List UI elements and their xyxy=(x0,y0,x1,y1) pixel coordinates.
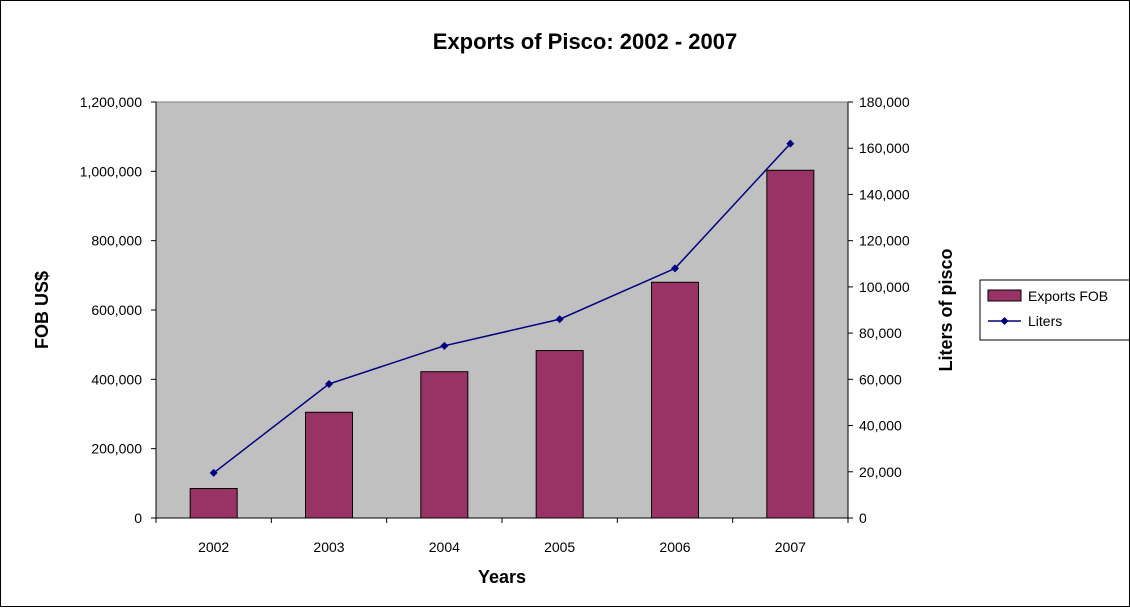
y2-tick-label: 140,000 xyxy=(859,186,910,202)
bar-exports-fob-2004 xyxy=(420,371,469,519)
plot-area xyxy=(155,101,849,519)
bar-exports-fob-2005 xyxy=(535,350,584,519)
y-tick-label: 400,000 xyxy=(91,371,142,387)
y-tick-label: 600,000 xyxy=(91,302,142,318)
y-tick-label: 200,000 xyxy=(91,441,142,457)
y2-tick-label: 60,000 xyxy=(859,371,902,387)
x-axis-title: Years xyxy=(478,567,526,587)
x-tick-label: 2007 xyxy=(775,539,806,555)
legend: Exports FOB Liters xyxy=(979,279,1130,341)
bar-exports-fob-2006 xyxy=(651,281,699,519)
y2-tick-label: 120,000 xyxy=(859,233,910,249)
x-tick-label: 2004 xyxy=(429,539,460,555)
y2-tick-label: 20,000 xyxy=(859,464,902,480)
y-tick-label: 1,000,000 xyxy=(80,163,142,179)
bar-exports-fob-2007 xyxy=(766,169,815,519)
y2-tick-label: 100,000 xyxy=(859,279,910,295)
bar-exports-fob-2002 xyxy=(189,488,238,519)
legend-swatch-exports-fob xyxy=(987,289,1022,302)
marker-liters-2002 xyxy=(209,468,218,477)
x-tick-label: 2006 xyxy=(659,539,690,555)
line-layer xyxy=(209,139,795,477)
y-tick-label: 0 xyxy=(134,510,142,526)
chart-title: Exports of Pisco: 2002 - 2007 xyxy=(433,29,737,54)
y2-tick-label: 160,000 xyxy=(859,140,910,156)
legend-marker-liters xyxy=(1000,317,1009,325)
y-axis-title: FOB US$ xyxy=(32,271,52,349)
y2-tick-label: 40,000 xyxy=(859,418,902,434)
x-tick-label: 2005 xyxy=(544,539,575,555)
axes-layer: 0 200,000 400,000 600,000 800,000 1,000,000 1,… xyxy=(80,94,910,555)
marker-liters-2006 xyxy=(671,264,679,273)
y-tick-label: 1,200,000 xyxy=(80,94,142,110)
x-tick-label: 2002 xyxy=(198,539,229,555)
bars-layer xyxy=(189,169,815,519)
y2-axis-title: Liters of pisco xyxy=(936,248,956,371)
marker-liters-2005 xyxy=(555,315,564,324)
y-tick-label: 800,000 xyxy=(91,233,142,249)
y2-tick-label: 0 xyxy=(859,510,867,526)
y2-tick-label: 180,000 xyxy=(859,94,910,110)
y2-tick-label: 80,000 xyxy=(859,325,902,341)
marker-liters-2003 xyxy=(325,379,333,388)
legend-box xyxy=(979,279,1130,341)
legend-label-liters: Liters xyxy=(1028,313,1062,329)
bar-exports-fob-2003 xyxy=(305,411,353,519)
line-liters xyxy=(213,143,791,474)
legend-label-exports-fob: Exports FOB xyxy=(1028,288,1108,304)
marker-liters-2004 xyxy=(440,341,449,350)
marker-liters-2007 xyxy=(786,139,795,148)
x-tick-label: 2003 xyxy=(313,539,344,555)
